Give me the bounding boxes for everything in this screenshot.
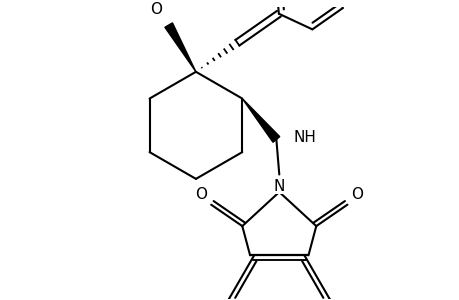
Text: NH: NH	[293, 130, 316, 145]
Text: O: O	[150, 2, 162, 17]
Text: N: N	[273, 179, 285, 194]
Polygon shape	[242, 99, 279, 142]
Polygon shape	[164, 23, 196, 72]
Text: O: O	[195, 188, 207, 202]
Text: O: O	[350, 188, 362, 202]
